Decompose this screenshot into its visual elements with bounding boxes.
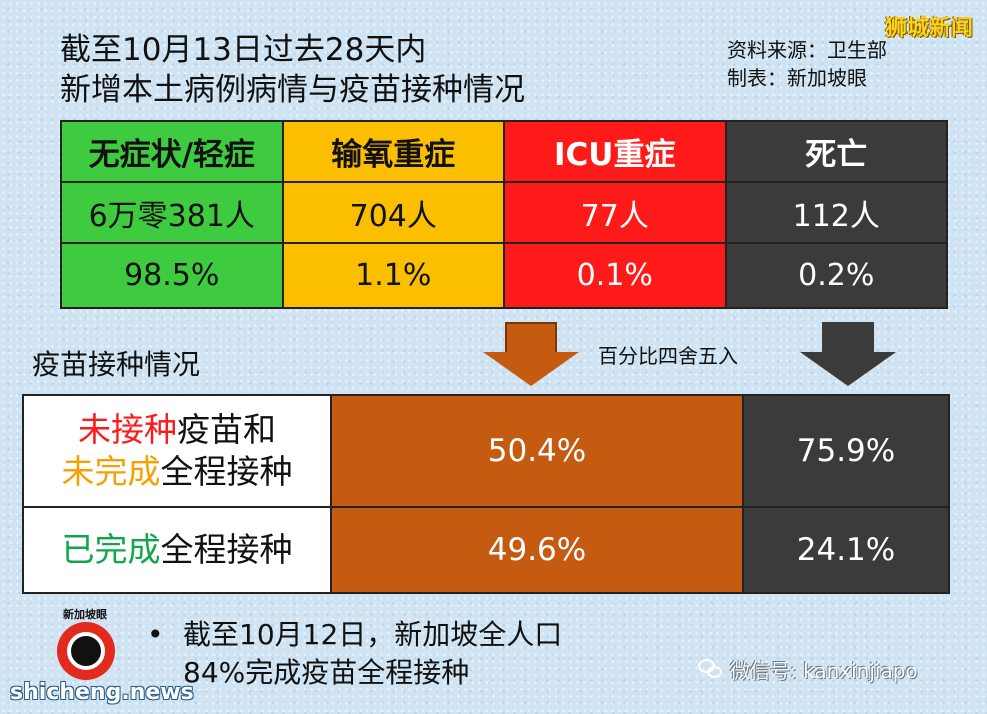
logo-text: 新加坡眼 — [63, 608, 107, 621]
header-mild: 无症状/轻症 — [60, 120, 284, 183]
wechat-text: 微信号: kanxinjiapo — [730, 659, 918, 683]
bullet-line-2: 84%完成疫苗全程接种 — [183, 656, 470, 689]
header-death: 死亡 — [724, 120, 948, 183]
rounding-note: 百分比四舍五入 — [598, 344, 738, 368]
vaccinated-death-pct: 24.1% — [742, 506, 950, 594]
site-watermark: shicheng.news — [10, 680, 194, 705]
label-incomplete-highlight: 未完成 — [61, 452, 161, 491]
label-fully-vaccinated: 已完成全程接种 — [22, 506, 332, 594]
pct-oxygen: 1.1% — [281, 242, 505, 309]
page-title: 截至10月13日过去28天内 新增本土病例病情与疫苗接种情况 — [60, 30, 525, 110]
author-line: 制表：新加坡眼 — [727, 66, 867, 90]
label-unvaccinated: 未接种疫苗和 未完成全程接种 — [22, 394, 332, 508]
vaccination-table: 未接种疫苗和 未完成全程接种 50.4% 75.9% 已完成全程接种 49.6%… — [22, 394, 950, 594]
vaccinated-icu-pct: 49.6% — [330, 506, 744, 594]
unvaccinated-death-pct: 75.9% — [742, 394, 950, 508]
label-unvaccinated-highlight: 未接种 — [78, 410, 177, 449]
label-fully-highlight: 已完成 — [61, 530, 161, 569]
wechat-id: 微信号: kanxinjiapo — [698, 655, 918, 684]
eye-logo-icon — [57, 622, 115, 680]
count-icu: 77人 — [503, 181, 727, 244]
source-line: 资料来源：卫生部 — [727, 38, 887, 62]
header-icu: ICU重症 — [503, 120, 727, 183]
count-oxygen: 704人 — [281, 181, 505, 244]
count-mild: 6万零381人 — [60, 181, 284, 244]
bullet-icon: • — [147, 618, 164, 651]
unvaccinated-icu-pct: 50.4% — [330, 394, 744, 508]
title-line-1: 截至10月13日过去28天内 — [60, 32, 427, 68]
bullet-line-1: 截至10月12日，新加坡全人口 — [183, 618, 563, 651]
pct-icu: 0.1% — [503, 242, 727, 309]
case-severity-table: 无症状/轻症 输氧重症 ICU重症 死亡 6万零381人 704人 77人 11… — [60, 120, 948, 309]
pct-death: 0.2% — [724, 242, 948, 309]
death-down-arrow-icon — [822, 322, 874, 354]
vaccination-title: 疫苗接种情况 — [32, 348, 201, 381]
wechat-icon — [698, 659, 724, 681]
pct-mild: 98.5% — [60, 242, 284, 309]
label-unvaccinated-rest: 疫苗和 — [177, 410, 276, 449]
brand-logo: 新加坡眼 — [40, 606, 130, 686]
population-note: • 截至10月12日，新加坡全人口 84%完成疫苗全程接种 — [147, 616, 562, 692]
header-oxygen: 输氧重症 — [281, 120, 505, 183]
label-fully-rest: 全程接种 — [160, 530, 293, 569]
count-death: 112人 — [724, 181, 948, 244]
icu-down-arrow-head-icon — [483, 352, 579, 386]
watermark-top: 狮城新闻 — [884, 16, 973, 41]
label-incomplete-rest: 全程接种 — [160, 452, 293, 491]
icu-down-arrow-icon — [505, 322, 557, 354]
title-line-2: 新增本土病例病情与疫苗接种情况 — [60, 72, 525, 108]
source-info: 资料来源：卫生部 制表：新加坡眼 — [727, 36, 887, 92]
death-down-arrow-head-icon — [800, 352, 896, 386]
